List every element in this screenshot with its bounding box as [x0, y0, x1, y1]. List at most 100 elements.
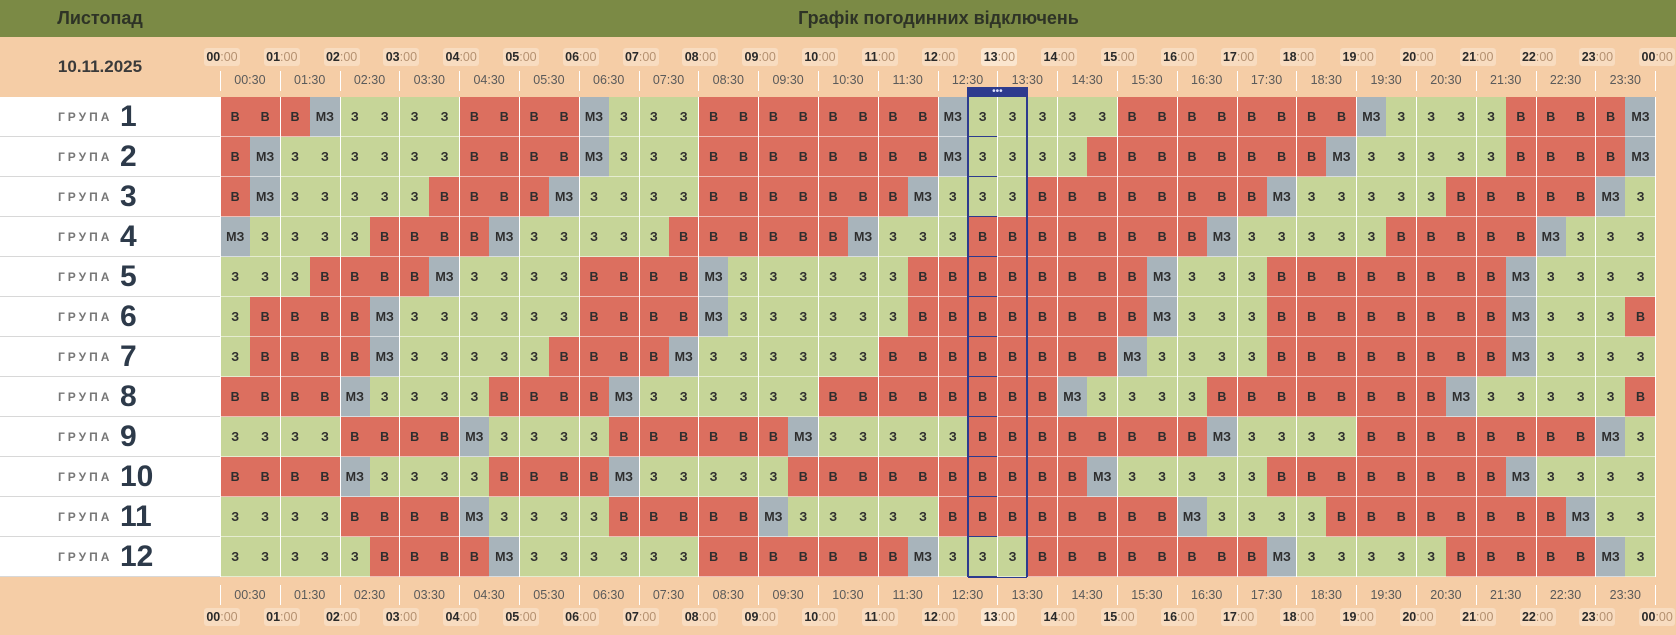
schedule-cell: В — [249, 337, 281, 377]
schedule-cell: В — [967, 457, 998, 497]
schedule-cell: МЗ — [369, 337, 400, 377]
schedule-cell: В — [220, 177, 251, 217]
schedule-cell: В — [1057, 297, 1088, 337]
schedule-cell: В — [847, 457, 879, 497]
schedule-cell: З — [1326, 417, 1357, 457]
bottom-half-label: 13:30 — [1011, 588, 1043, 602]
bottom-hour-label: 01:00 — [263, 608, 300, 626]
schedule-cell: З — [1475, 97, 1507, 137]
schedule-cell: В — [1326, 377, 1357, 417]
schedule-cell: В — [1206, 177, 1238, 217]
minutes-suffix: :00 — [1296, 610, 1315, 624]
schedule-cell: З — [399, 97, 430, 137]
group-label: ГРУПА 8 — [0, 377, 220, 417]
schedule-cell: В — [818, 97, 849, 137]
hour-number: 05 — [505, 50, 520, 64]
schedule-cell: В — [339, 257, 370, 297]
schedule-cell: З — [1595, 217, 1626, 257]
bottom-hour-label: 16:00 — [1160, 608, 1197, 626]
schedule-cell: В — [1565, 417, 1596, 457]
schedule-cell: МЗ — [1625, 137, 1656, 177]
bottom-hour-tick — [1057, 585, 1059, 605]
hour-number: 13 — [983, 50, 998, 64]
schedule-cell: З — [1236, 257, 1267, 297]
schedule-cell: З — [1565, 217, 1596, 257]
schedule-cell: В — [459, 217, 490, 257]
schedule-cell: З — [1057, 137, 1088, 177]
schedule-cell: МЗ — [309, 97, 341, 137]
top-hour-label: 10:00 — [802, 48, 838, 66]
schedule-cell: З — [309, 217, 341, 257]
schedule-cell: З — [459, 337, 490, 377]
schedule-cell: В — [1266, 97, 1297, 137]
bottom-hour-tick — [459, 585, 461, 605]
schedule-cell: В — [698, 177, 729, 217]
top-half-label: 03:30 — [413, 73, 445, 87]
schedule-cell: В — [698, 137, 729, 177]
schedule-cell: В — [1445, 297, 1477, 337]
schedule-cell: З — [818, 257, 849, 297]
schedule-cell: В — [1087, 537, 1118, 577]
schedule-cell: В — [728, 497, 759, 537]
schedule-cell: З — [249, 497, 281, 537]
schedule-cell: МЗ — [907, 177, 939, 217]
top-hour-tick — [877, 71, 879, 91]
schedule-cell: В — [429, 217, 460, 257]
schedule-cell: З — [459, 377, 490, 417]
schedule-cell: В — [399, 417, 430, 457]
schedule-cell: В — [1356, 297, 1387, 337]
schedule-cell: В — [1386, 337, 1417, 377]
schedule-cell: З — [997, 177, 1028, 217]
top-half-label: 19:30 — [1370, 73, 1402, 87]
bottom-hour-tick — [1475, 585, 1477, 605]
schedule-cell: В — [937, 297, 968, 337]
hour-number: 14 — [1043, 610, 1058, 624]
schedule-cell: З — [937, 537, 968, 577]
group-word: ГРУПА — [58, 550, 113, 564]
schedule-cell: В — [847, 377, 879, 417]
schedule-cell: В — [1416, 337, 1447, 377]
schedule-cell: З — [519, 297, 550, 337]
group-number: 5 — [120, 260, 137, 293]
top-half-label: 16:30 — [1191, 73, 1223, 87]
minutes-suffix: :00 — [1356, 610, 1374, 624]
schedule-cell: В — [728, 177, 759, 217]
schedule-cell: МЗ — [578, 97, 610, 137]
group-label: ГРУПА 3 — [0, 177, 220, 217]
schedule-cell: З — [429, 457, 460, 497]
schedule-cell: МЗ — [698, 297, 729, 337]
schedule-cell: З — [578, 417, 610, 457]
schedule-cell: В — [548, 97, 580, 137]
schedule-cell: В — [429, 417, 460, 457]
schedule-cell: В — [459, 177, 490, 217]
minutes-suffix: :00 — [1476, 610, 1494, 624]
schedule-cell: МЗ — [339, 377, 370, 417]
hour-number: 00 — [206, 610, 221, 624]
current-hour-column — [966, 87, 1029, 577]
group-word: ГРУПА — [58, 470, 113, 484]
top-hour-label: 08:00 — [682, 48, 719, 66]
schedule-cell: В — [1565, 177, 1596, 217]
schedule-cell: В — [1326, 337, 1357, 377]
top-hour-tick — [578, 71, 580, 91]
bottom-hour-label: 00:00 — [204, 608, 240, 626]
minutes-suffix: :00 — [1236, 610, 1255, 624]
top-hour-tick — [997, 71, 999, 91]
schedule-cell: В — [1505, 497, 1537, 537]
schedule-cell: З — [1356, 537, 1387, 577]
schedule-cell: В — [1356, 377, 1387, 417]
schedule-cell: З — [309, 137, 341, 177]
minutes-suffix: :00 — [1117, 610, 1135, 624]
schedule-cell: МЗ — [489, 537, 520, 577]
schedule-cell: В — [1206, 97, 1238, 137]
hour-separator — [877, 97, 879, 577]
minutes-suffix: :00 — [937, 50, 956, 64]
schedule-cell: З — [489, 417, 520, 457]
schedule-cell: З — [548, 297, 580, 337]
schedule-cell: В — [1087, 177, 1118, 217]
bottom-half-label: 11:30 — [892, 588, 923, 602]
bottom-hour-label: 18:00 — [1280, 608, 1317, 626]
schedule-cell: З — [608, 137, 640, 177]
schedule-cell: З — [1416, 537, 1447, 577]
